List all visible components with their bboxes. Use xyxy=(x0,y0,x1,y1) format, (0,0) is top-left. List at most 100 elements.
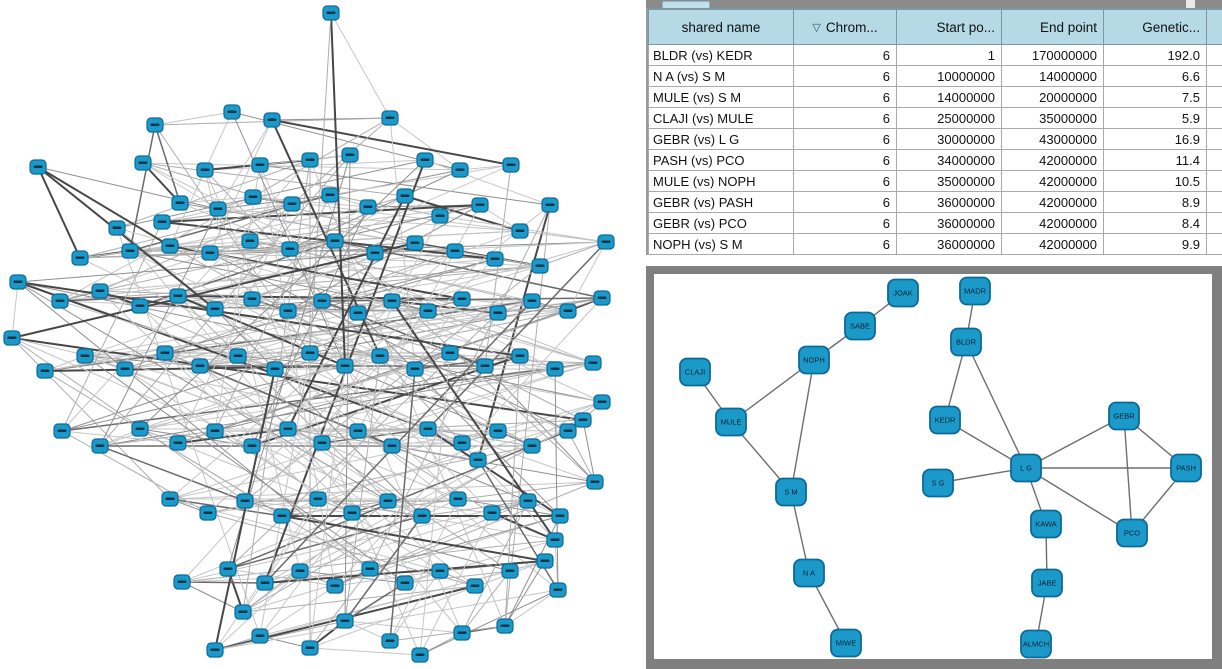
main-network-canvas[interactable] xyxy=(0,0,646,669)
hairball-node[interactable] xyxy=(453,435,471,451)
hairball-node[interactable] xyxy=(431,563,449,579)
hairball-node[interactable] xyxy=(273,508,291,524)
table-row[interactable]: MULE (vs) NOPH 6 35000000 42000000 10.5 xyxy=(648,170,1222,192)
subnet-node-NA[interactable]: N A xyxy=(793,558,825,588)
hairball-node[interactable] xyxy=(546,361,564,377)
hairball-node[interactable] xyxy=(419,303,437,319)
hairball-node[interactable] xyxy=(349,305,367,321)
subnet-node-shape[interactable] xyxy=(1030,509,1062,539)
hairball-node[interactable] xyxy=(146,117,164,133)
hairball-node[interactable] xyxy=(243,438,261,454)
hairball-node[interactable] xyxy=(343,505,361,521)
hairball-node[interactable] xyxy=(313,293,331,309)
hairball-node[interactable] xyxy=(196,162,214,178)
table-row[interactable]: NOPH (vs) S M 6 36000000 42000000 9.9 xyxy=(648,233,1222,255)
subnet-node-BLDR[interactable]: BLDR xyxy=(950,327,982,357)
hairball-node[interactable] xyxy=(281,241,299,257)
hairball-node[interactable] xyxy=(597,234,615,250)
hairball-node[interactable] xyxy=(483,505,501,521)
hairball-node[interactable] xyxy=(326,578,344,594)
table-row[interactable]: BLDR (vs) KEDR 6 1 170000000 192.0 xyxy=(648,44,1222,66)
subnet-node-shape[interactable] xyxy=(929,405,961,435)
table-row[interactable]: MULE (vs) S M 6 14000000 20000000 7.5 xyxy=(648,86,1222,108)
hairball-node[interactable] xyxy=(371,348,389,364)
subnet-node-shape[interactable] xyxy=(1116,518,1148,548)
subnet-node-JOAK[interactable]: JOAK xyxy=(887,278,919,308)
hairball-node[interactable] xyxy=(36,363,54,379)
hairball-node[interactable] xyxy=(108,220,126,236)
hairball-node[interactable] xyxy=(191,358,209,374)
table-row[interactable]: N A (vs) S M 6 10000000 14000000 6.6 xyxy=(648,65,1222,87)
hairball-node[interactable] xyxy=(234,604,252,620)
hairball-node[interactable] xyxy=(326,233,344,249)
hairball-node[interactable] xyxy=(341,147,359,163)
hairball-node[interactable] xyxy=(586,474,604,490)
sub-network-canvas[interactable]: JOAK SABE NOPH CLAJI MULE S M N A MIWE MADR BLDR K… xyxy=(654,274,1212,659)
hairball-node[interactable] xyxy=(381,110,399,126)
subnet-node-shape[interactable] xyxy=(959,276,991,306)
hairball-node[interactable] xyxy=(244,189,262,205)
hairball-node[interactable] xyxy=(486,251,504,267)
subnet-edge-LG-GEBR[interactable] xyxy=(1025,415,1125,469)
subnet-node-shape[interactable] xyxy=(715,407,747,437)
hairball-node[interactable] xyxy=(411,647,429,663)
scrollbar-handle[interactable] xyxy=(1186,0,1195,8)
hairball-node[interactable] xyxy=(301,345,319,361)
hairball-node[interactable] xyxy=(53,423,71,439)
column-header-sharedname[interactable]: shared name xyxy=(648,8,794,45)
subnet-edge-GEBR-PCO[interactable] xyxy=(1123,415,1133,534)
table-row[interactable]: GEBR (vs) PCO 6 36000000 42000000 8.4 xyxy=(648,212,1222,234)
hairball-node[interactable] xyxy=(301,640,319,656)
subnet-node-shape[interactable] xyxy=(830,628,862,658)
subnet-node-MADR[interactable]: MADR xyxy=(959,276,991,306)
hairball-node[interactable] xyxy=(383,293,401,309)
subnet-node-KAWA[interactable]: KAWA xyxy=(1030,509,1062,539)
hairball-node[interactable] xyxy=(173,574,191,590)
column-header-chrom[interactable]: ▽ Chrom... xyxy=(793,8,897,45)
hairball-node[interactable] xyxy=(279,303,297,319)
subnet-node-MIWE[interactable]: MIWE xyxy=(830,628,862,658)
hairball-node[interactable] xyxy=(523,293,541,309)
hairball-node[interactable] xyxy=(511,223,529,239)
hairball-node[interactable] xyxy=(574,412,592,428)
hairball-node[interactable] xyxy=(199,505,217,521)
hairball-node[interactable] xyxy=(241,233,259,249)
subnet-node-GEBR[interactable]: GEBR xyxy=(1108,401,1140,431)
hairball-node[interactable] xyxy=(206,423,224,439)
hairball-node[interactable] xyxy=(223,104,241,120)
hairball-node[interactable] xyxy=(489,423,507,439)
hairball-node[interactable] xyxy=(441,345,459,361)
hairball-node[interactable] xyxy=(511,348,529,364)
subnet-node-shape[interactable] xyxy=(1170,453,1202,483)
hairball-node[interactable] xyxy=(71,250,89,266)
main-network-panel[interactable] xyxy=(0,0,646,669)
subnet-node-SG[interactable]: S G xyxy=(922,468,954,498)
hairball-node[interactable] xyxy=(559,423,577,439)
hairball-node[interactable] xyxy=(91,438,109,454)
hairball-node[interactable] xyxy=(379,493,397,509)
hairball-node[interactable] xyxy=(206,642,224,658)
hairball-node[interactable] xyxy=(546,532,564,548)
table-row[interactable]: PASH (vs) PCO 6 34000000 42000000 11.4 xyxy=(648,149,1222,171)
column-header-genetic[interactable]: Genetic... xyxy=(1103,8,1207,45)
hairball-node[interactable] xyxy=(451,162,469,178)
hairball-node[interactable] xyxy=(523,438,541,454)
subnet-edge-LG-PCO[interactable] xyxy=(1025,467,1133,534)
hairball-node[interactable] xyxy=(489,305,507,321)
hairball-node[interactable] xyxy=(466,578,484,594)
subnet-edge-BLDR-LG[interactable] xyxy=(965,341,1027,469)
hairball-node[interactable] xyxy=(361,561,379,577)
hairball-node[interactable] xyxy=(161,491,179,507)
hairball-node[interactable] xyxy=(91,283,109,299)
hairball-node[interactable] xyxy=(413,508,431,524)
subnet-node-MULE[interactable]: MULE xyxy=(715,407,747,437)
hairball-node[interactable] xyxy=(266,361,284,377)
hairball-node[interactable] xyxy=(449,491,467,507)
filter-icon[interactable]: ▽ xyxy=(812,21,821,34)
subnet-node-shape[interactable] xyxy=(1031,568,1063,598)
hairball-node[interactable] xyxy=(134,155,152,171)
hairball-node[interactable] xyxy=(396,575,414,591)
hairball-node[interactable] xyxy=(549,582,567,598)
hairball-node[interactable] xyxy=(406,235,424,251)
hairball-node[interactable] xyxy=(559,303,577,319)
